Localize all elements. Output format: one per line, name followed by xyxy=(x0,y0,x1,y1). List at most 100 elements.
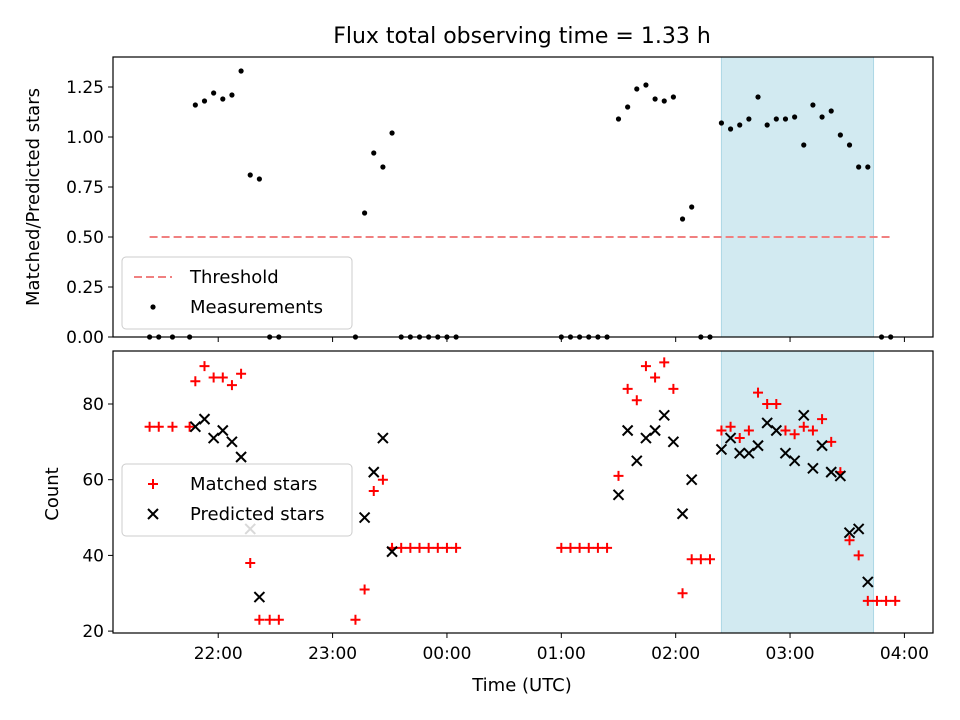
count-panel-point-0-11-shape xyxy=(254,614,265,625)
count-panel-point-1-12 xyxy=(612,489,625,501)
count-panel-point-0-30-shape xyxy=(592,542,603,553)
count-panel-point-0-55 xyxy=(826,436,837,447)
ratio-panel-point-0-50 xyxy=(782,116,789,122)
count-panel-point-1-17-shape xyxy=(658,409,670,422)
ratio-panel-point-0-17 xyxy=(380,164,386,170)
count-panel-point-1-13 xyxy=(621,424,634,437)
ratio-panel-point-0-57 xyxy=(846,142,853,148)
count-panel-point-0-25 xyxy=(451,542,462,553)
ratio-panel-point-0-11 xyxy=(256,176,262,182)
count-panel-point-0-48 xyxy=(762,398,773,409)
count-panel-y-tick-label: 40 xyxy=(82,546,104,566)
chart-title: Flux total observing time = 1.33 h xyxy=(333,24,711,49)
count-panel-point-0-29-shape xyxy=(583,542,594,553)
ratio-panel-point-0-4-shape xyxy=(192,102,198,108)
count-panel-point-1-27-shape xyxy=(770,424,783,437)
count-panel-point-0-47-shape xyxy=(753,387,764,398)
count-panel-point-0-17-shape xyxy=(377,474,388,485)
ratio-panel-y-tick-label: 0.25 xyxy=(66,278,104,298)
count-panel-point-1-32 xyxy=(816,439,828,452)
count-panel-point-1-3 xyxy=(217,424,229,437)
count-panel-point-1-35-shape xyxy=(843,526,856,539)
count-panel-point-0-19-shape xyxy=(396,542,407,553)
count-panel-point-0-51-shape xyxy=(789,429,800,440)
ratio-panel-point-0-57-shape xyxy=(846,142,853,148)
count-panel-point-0-48-shape xyxy=(762,398,773,409)
ratio-panel-frame xyxy=(112,56,934,338)
count-panel-point-0-46-shape xyxy=(743,425,754,436)
y-axis-label-top: Matched/Predicted stars xyxy=(23,88,44,306)
count-panel-point-1-30 xyxy=(798,409,810,422)
plot-area: 0.00 0.25 0.50 0.75 1.00 1.25 Threshold Measure… xyxy=(66,56,934,664)
count-panel-point-0-0 xyxy=(144,421,155,432)
count-panel-point-1-7-shape xyxy=(253,591,266,603)
count-panel-point-0-12 xyxy=(264,614,275,625)
count-panel-point-0-60 xyxy=(871,595,882,606)
count-panel-point-0-13 xyxy=(273,614,284,625)
count-panel-point-0-50-shape xyxy=(780,425,791,436)
count-panel-point-0-46 xyxy=(743,425,754,436)
count-panel-point-1-10 xyxy=(377,432,389,444)
ratio-panel-point-0-16 xyxy=(371,150,377,156)
count-panel-legend-label: Predicted stars xyxy=(190,504,324,525)
count-panel-point-1-15-shape xyxy=(640,432,652,444)
count-panel-point-0-31 xyxy=(602,542,613,553)
count-panel-point-0-45 xyxy=(734,433,745,444)
count-panel-point-0-5-shape xyxy=(199,361,210,372)
y-axis-label-bottom: Count xyxy=(42,467,63,520)
count-panel-point-1-29-shape xyxy=(788,455,801,467)
count-panel-point-1-23-shape xyxy=(734,447,746,459)
count-panel-point-1-10-shape xyxy=(377,432,389,444)
ratio-panel-point-0-38-shape xyxy=(670,94,676,100)
count-panel-point-0-24-shape xyxy=(441,542,452,553)
count-panel-point-1-9-shape xyxy=(368,466,380,478)
count-panel-point-0-15-shape xyxy=(359,584,370,595)
count-panel-point-1-20-shape xyxy=(685,473,698,486)
count-panel-point-1-5-shape xyxy=(235,451,247,463)
count-panel-point-0-53 xyxy=(807,425,818,436)
count-panel-point-1-25 xyxy=(752,439,764,452)
count-panel-point-0-21-shape xyxy=(414,542,425,553)
ratio-panel-point-0-18-shape xyxy=(389,130,395,136)
count-panel-point-1-28-shape xyxy=(779,447,792,459)
count-panel-point-0-51 xyxy=(789,429,800,440)
count-panel-point-0-5 xyxy=(199,361,210,372)
ratio-panel-point-0-8-shape xyxy=(229,92,235,98)
ratio-panel-y-tick-label: 0.50 xyxy=(66,228,104,248)
count-panel-legend: Matched stars Predicted stars xyxy=(121,463,353,537)
count-panel-point-0-54 xyxy=(817,414,828,425)
ratio-panel-point-0-51 xyxy=(792,114,798,120)
count-panel-point-0-28 xyxy=(574,542,585,553)
count-panel-point-0-19 xyxy=(396,542,407,553)
x-axis-label: Time (UTC) xyxy=(471,675,572,696)
count-panel-point-1-16-shape xyxy=(649,424,661,437)
count-panel-point-1-4 xyxy=(226,436,238,448)
ratio-panel-point-0-59 xyxy=(865,164,871,170)
ratio-panel-legend-swatch xyxy=(150,304,156,310)
count-panel-point-1-11-shape xyxy=(386,545,398,558)
count-panel-point-0-25-shape xyxy=(451,542,462,553)
ratio-panel-point-0-7-shape xyxy=(220,96,226,102)
count-panel-point-0-49 xyxy=(771,398,782,409)
ratio-panel-point-0-34 xyxy=(634,86,640,92)
count-panel-point-0-30 xyxy=(592,542,603,553)
x-tick-label: 03:00 xyxy=(766,644,815,664)
count-panel-point-0-36-shape xyxy=(650,372,661,383)
count-panel-point-1-3-shape xyxy=(217,424,229,437)
count-panel-point-1-22-shape xyxy=(724,432,737,444)
count-panel-point-0-3 xyxy=(184,421,195,432)
count-panel-point-0-62-shape xyxy=(890,595,901,606)
count-panel-point-0-52-shape xyxy=(798,421,809,432)
ratio-panel-point-0-15-shape xyxy=(362,210,368,216)
ratio-panel-legend-swatch-shape xyxy=(150,304,156,310)
x-tick-label: 04:00 xyxy=(880,644,929,664)
count-panel-point-1-7 xyxy=(253,591,266,603)
count-panel-point-0-10 xyxy=(245,557,256,568)
count-panel-point-1-11 xyxy=(386,545,398,558)
ratio-panel-point-0-4 xyxy=(192,102,198,108)
count-panel-series-1 xyxy=(189,409,874,603)
count-panel-point-1-31-shape xyxy=(807,462,819,475)
ratio-panel-point-0-44-shape xyxy=(727,126,734,132)
count-panel-point-1-23 xyxy=(734,447,746,459)
